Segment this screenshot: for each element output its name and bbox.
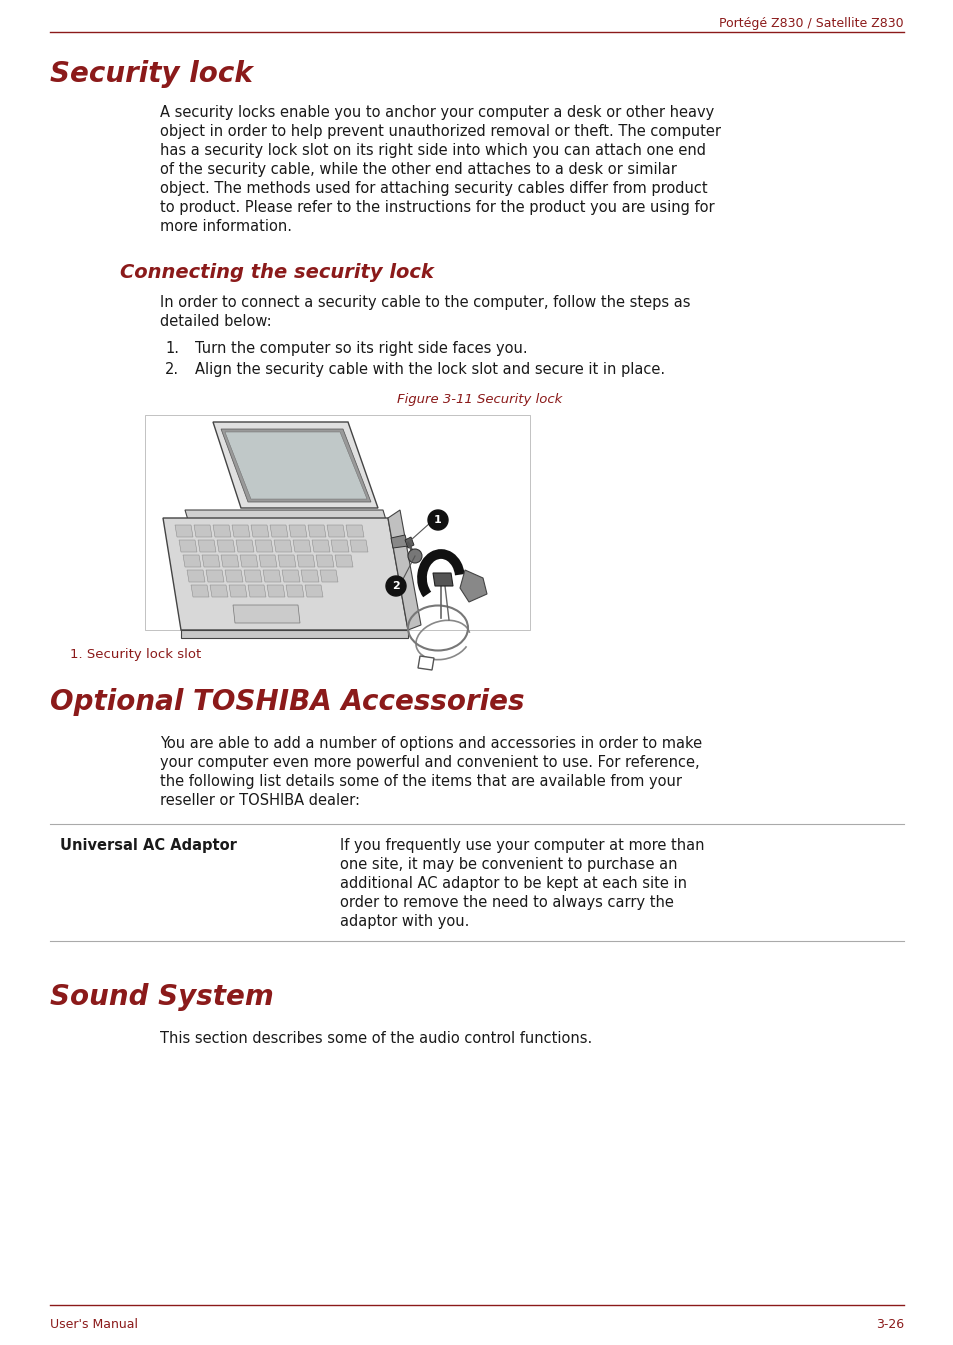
Polygon shape — [210, 585, 228, 597]
Polygon shape — [350, 539, 368, 551]
Text: reseller or TOSHIBA dealer:: reseller or TOSHIBA dealer: — [160, 794, 359, 808]
Text: 1: 1 — [434, 515, 441, 525]
Polygon shape — [240, 555, 257, 568]
Polygon shape — [405, 537, 414, 547]
Polygon shape — [206, 570, 224, 582]
Text: 1.: 1. — [165, 342, 179, 356]
Polygon shape — [277, 555, 295, 568]
Text: 2: 2 — [392, 581, 399, 590]
Text: Universal AC Adaptor: Universal AC Adaptor — [60, 838, 236, 853]
Polygon shape — [193, 525, 212, 537]
Text: more information.: more information. — [160, 219, 292, 234]
Text: order to remove the need to always carry the: order to remove the need to always carry… — [339, 894, 673, 911]
Circle shape — [428, 510, 448, 530]
Polygon shape — [388, 510, 420, 629]
Text: Portégé Z830 / Satellite Z830: Portégé Z830 / Satellite Z830 — [719, 16, 903, 30]
Polygon shape — [267, 585, 285, 597]
Polygon shape — [258, 555, 276, 568]
Polygon shape — [213, 422, 377, 508]
Text: Turn the computer so its right side faces you.: Turn the computer so its right side face… — [194, 342, 527, 356]
Polygon shape — [251, 525, 269, 537]
Polygon shape — [233, 605, 299, 623]
Text: object. The methods used for attaching security cables differ from product: object. The methods used for attaching s… — [160, 182, 707, 196]
Text: Security lock: Security lock — [50, 61, 253, 87]
Polygon shape — [187, 570, 205, 582]
Text: 1. Security lock slot: 1. Security lock slot — [70, 648, 201, 660]
Text: additional AC adaptor to be kept at each site in: additional AC adaptor to be kept at each… — [339, 876, 686, 890]
Polygon shape — [293, 539, 311, 551]
Polygon shape — [225, 570, 243, 582]
Polygon shape — [335, 555, 353, 568]
Text: Figure 3-11 Security lock: Figure 3-11 Security lock — [397, 393, 562, 406]
Polygon shape — [198, 539, 215, 551]
Text: the following list details some of the items that are available from your: the following list details some of the i… — [160, 773, 681, 790]
Polygon shape — [235, 539, 253, 551]
Text: User's Manual: User's Manual — [50, 1318, 138, 1332]
Polygon shape — [221, 555, 239, 568]
Text: adaptor with you.: adaptor with you. — [339, 915, 469, 929]
Polygon shape — [312, 539, 330, 551]
Text: Connecting the security lock: Connecting the security lock — [120, 264, 434, 282]
Polygon shape — [181, 629, 408, 638]
Polygon shape — [391, 535, 408, 547]
Polygon shape — [327, 525, 345, 537]
Text: In order to connect a security cable to the computer, follow the steps as: In order to connect a security cable to … — [160, 295, 690, 309]
Polygon shape — [331, 539, 349, 551]
Polygon shape — [286, 585, 304, 597]
Polygon shape — [174, 525, 193, 537]
Polygon shape — [248, 585, 266, 597]
Text: one site, it may be convenient to purchase an: one site, it may be convenient to purcha… — [339, 857, 677, 872]
Text: You are able to add a number of options and accessories in order to make: You are able to add a number of options … — [160, 736, 701, 751]
Polygon shape — [232, 525, 250, 537]
Polygon shape — [308, 525, 326, 537]
Polygon shape — [229, 585, 247, 597]
Polygon shape — [296, 555, 314, 568]
Text: has a security lock slot on its right side into which you can attach one end: has a security lock slot on its right si… — [160, 143, 705, 157]
Polygon shape — [289, 525, 307, 537]
Text: This section describes some of the audio control functions.: This section describes some of the audio… — [160, 1032, 592, 1046]
Polygon shape — [183, 555, 201, 568]
Polygon shape — [202, 555, 220, 568]
Polygon shape — [274, 539, 292, 551]
Text: 3-26: 3-26 — [875, 1318, 903, 1332]
Polygon shape — [433, 573, 453, 586]
Polygon shape — [163, 518, 408, 629]
Circle shape — [386, 576, 406, 596]
Text: object in order to help prevent unauthorized removal or theft. The computer: object in order to help prevent unauthor… — [160, 124, 720, 139]
Text: detailed below:: detailed below: — [160, 313, 272, 330]
Text: your computer even more powerful and convenient to use. For reference,: your computer even more powerful and con… — [160, 755, 699, 769]
Polygon shape — [263, 570, 281, 582]
Polygon shape — [301, 570, 318, 582]
Polygon shape — [346, 525, 364, 537]
Text: If you frequently use your computer at more than: If you frequently use your computer at m… — [339, 838, 703, 853]
Text: to product. Please refer to the instructions for the product you are using for: to product. Please refer to the instruct… — [160, 200, 714, 215]
Polygon shape — [216, 539, 234, 551]
Text: 2.: 2. — [165, 362, 179, 377]
Text: A security locks enable you to anchor your computer a desk or other heavy: A security locks enable you to anchor yo… — [160, 105, 714, 120]
Polygon shape — [282, 570, 299, 582]
Text: Optional TOSHIBA Accessories: Optional TOSHIBA Accessories — [50, 689, 524, 716]
Polygon shape — [185, 510, 386, 521]
Polygon shape — [244, 570, 262, 582]
Polygon shape — [221, 429, 371, 502]
Text: Sound System: Sound System — [50, 983, 274, 1011]
Polygon shape — [459, 570, 486, 603]
Polygon shape — [254, 539, 273, 551]
Text: Align the security cable with the lock slot and secure it in place.: Align the security cable with the lock s… — [194, 362, 664, 377]
Polygon shape — [225, 432, 367, 499]
Circle shape — [408, 549, 421, 564]
FancyBboxPatch shape — [145, 416, 530, 629]
Text: of the security cable, while the other end attaches to a desk or similar: of the security cable, while the other e… — [160, 161, 677, 178]
Polygon shape — [319, 570, 337, 582]
Polygon shape — [305, 585, 323, 597]
Polygon shape — [270, 525, 288, 537]
Polygon shape — [417, 656, 434, 670]
Polygon shape — [213, 525, 231, 537]
Polygon shape — [315, 555, 334, 568]
Polygon shape — [179, 539, 196, 551]
Polygon shape — [191, 585, 209, 597]
